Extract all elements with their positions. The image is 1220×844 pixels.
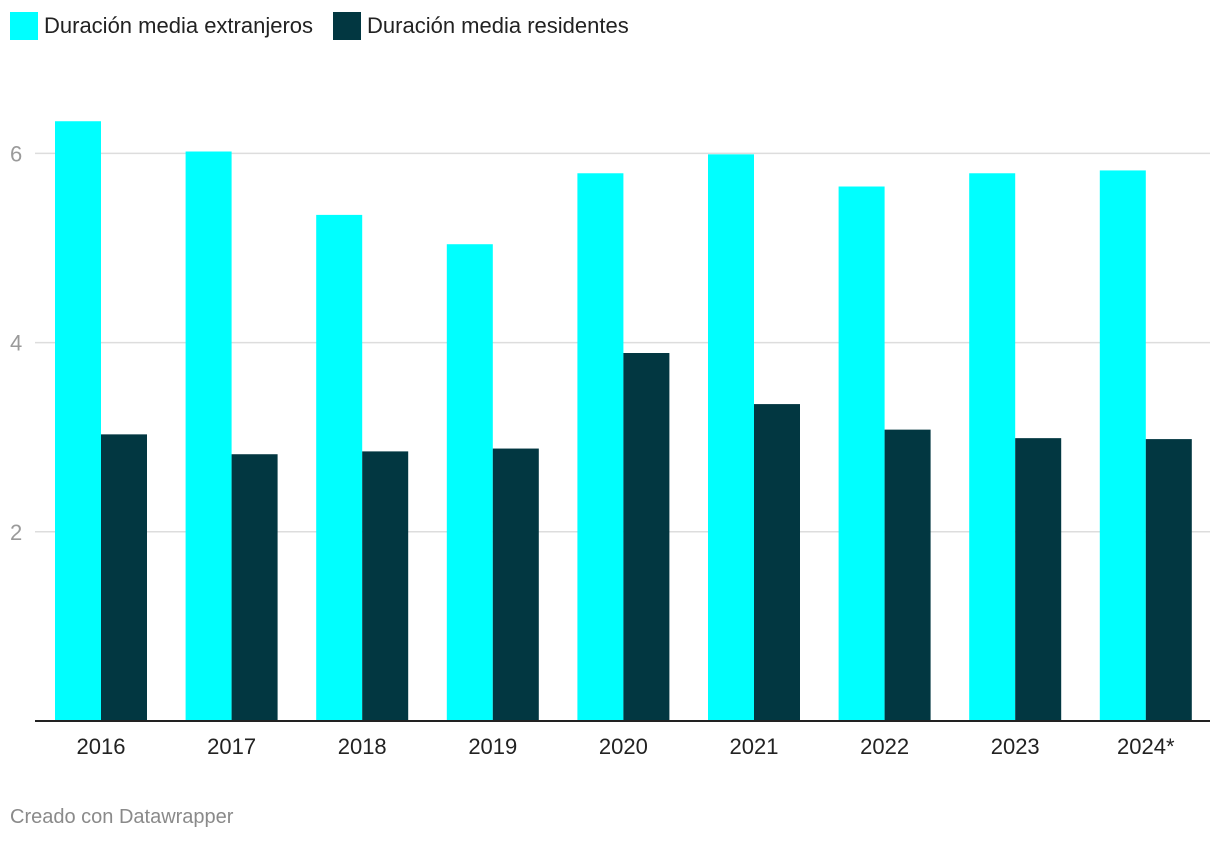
legend-swatch-residentes <box>333 12 362 40</box>
x-tick-label: 2019 <box>468 734 517 759</box>
x-tick-label: 2016 <box>77 734 126 759</box>
y-tick-label: 2 <box>10 520 22 545</box>
bar-residentes-2022 <box>884 429 931 721</box>
legend-item-extranjeros: Duración media extranjeros <box>10 12 313 40</box>
footer-credit: Creado con Datawrapper <box>10 806 234 828</box>
bar-extranjeros-2019 <box>446 244 493 721</box>
bar-extranjeros-2016 <box>55 121 101 721</box>
x-tick-label: 2024* <box>1117 734 1175 759</box>
legend-label-residentes: Duración media residentes <box>367 13 629 38</box>
bar-residentes-2023 <box>1015 438 1062 721</box>
legend-swatch-extranjeros <box>10 12 38 40</box>
x-tick-label: 2020 <box>599 734 648 759</box>
bar-residentes-2019 <box>492 448 539 721</box>
bar-extranjeros-2017 <box>185 151 232 721</box>
y-tick-label: 4 <box>10 331 22 356</box>
x-tick-label: 2021 <box>730 734 779 759</box>
legend-label-extranjeros: Duración media extranjeros <box>44 13 314 38</box>
bar-extranjeros-2020 <box>577 173 624 722</box>
x-tick-label: 2023 <box>991 734 1040 759</box>
bar-extranjeros-2024 <box>1099 170 1146 722</box>
x-tick-label: 2022 <box>860 734 909 759</box>
bar-chart: 2 4 6 2016 2017 2018 2019 2020 2021 2022 2023 2024* <box>10 121 1210 759</box>
bar-residentes-2018 <box>362 451 409 721</box>
bar-residentes-2016 <box>101 434 147 721</box>
legend: Duración media extranjeros Duración medi… <box>10 12 629 40</box>
x-tick-label: 2018 <box>338 734 387 759</box>
bar-residentes-2021 <box>754 404 800 721</box>
bar-extranjeros-2022 <box>838 186 885 721</box>
bar-residentes-2024 <box>1145 439 1192 721</box>
bar-residentes-2017 <box>231 454 278 721</box>
x-tick-label: 2017 <box>207 734 256 759</box>
legend-item-residentes: Duración media residentes <box>333 12 629 40</box>
bar-residentes-2020 <box>623 353 670 721</box>
bar-extranjeros-2021 <box>708 154 754 721</box>
bar-extranjeros-2018 <box>316 214 363 721</box>
bar-extranjeros-2023 <box>969 173 1016 722</box>
y-tick-label: 6 <box>10 141 22 166</box>
